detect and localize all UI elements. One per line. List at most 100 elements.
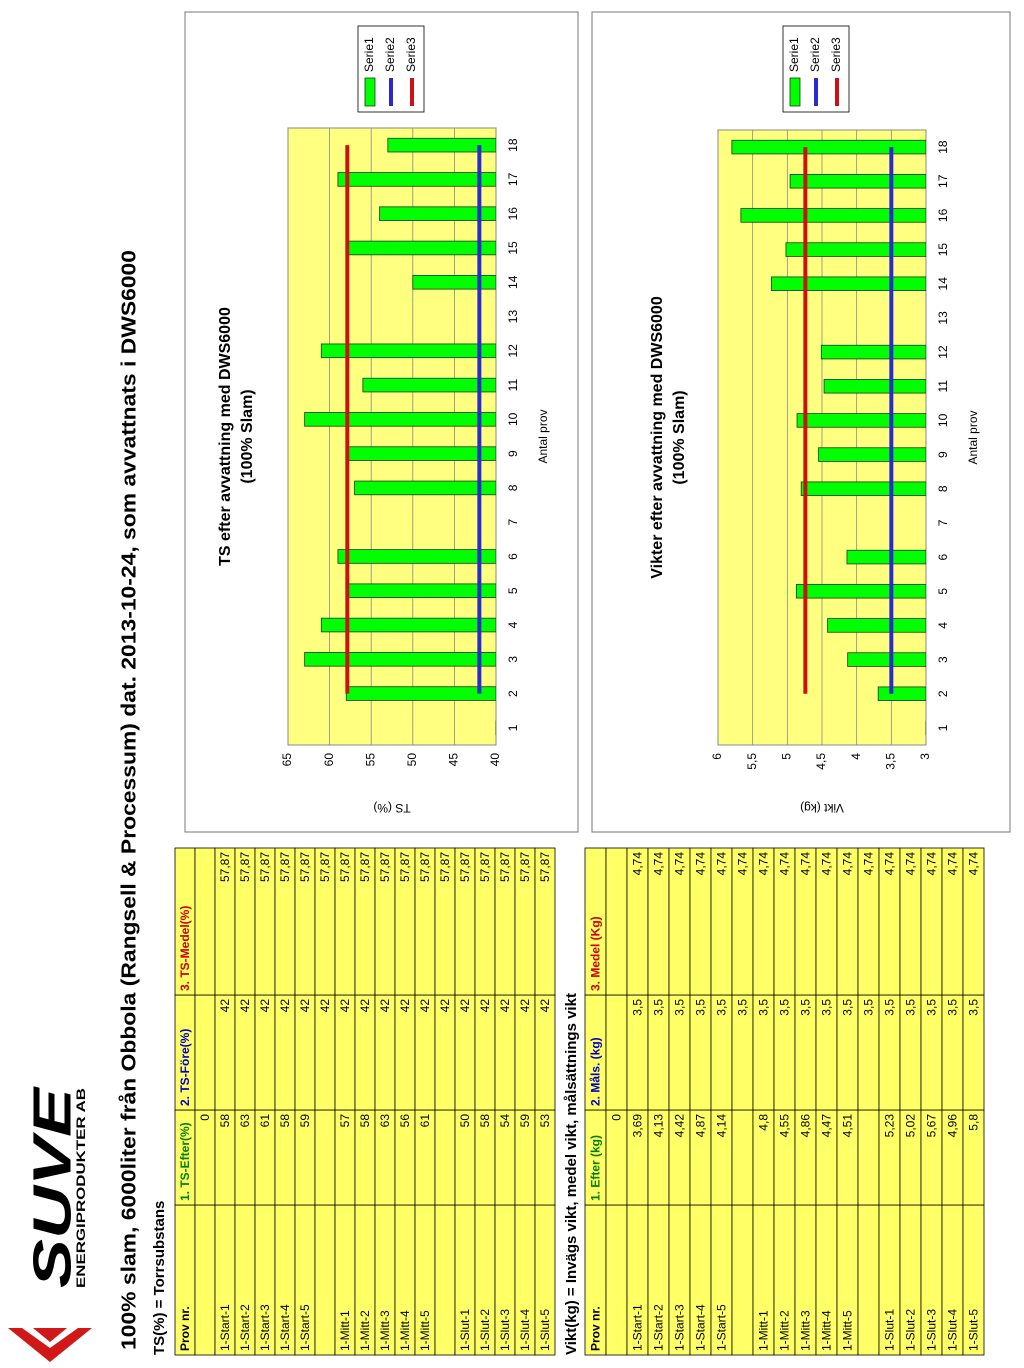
table-header: 2. Måls. (kg): [589, 1037, 603, 1106]
chart-title: Vikter efter avvattning med DWS6000: [649, 296, 666, 579]
table-value: 1-Slut-1: [883, 1309, 897, 1351]
x-tick-label: 7: [936, 519, 950, 526]
table-value: 42: [298, 999, 312, 1013]
table-value: 4,74: [757, 852, 771, 876]
table-value: 58: [478, 1114, 492, 1128]
bar: [412, 274, 496, 290]
x-tick-label: 1: [936, 724, 950, 731]
table-value: 4,74: [820, 852, 834, 876]
table-value: 3,5: [883, 999, 897, 1016]
bar: [304, 412, 496, 427]
bar: [740, 208, 926, 223]
x-tick-label: 12: [506, 344, 520, 358]
table-value: 1-Mitt-2: [778, 1310, 792, 1351]
table-value: 57,87: [518, 852, 532, 882]
table-value: 1-Start-2: [652, 1304, 666, 1351]
table-value: 57,87: [498, 852, 512, 882]
legend-label: Serie2: [808, 37, 822, 72]
x-axis-label: Antal prov: [536, 409, 550, 463]
table-header: 3. Medel (Kg): [589, 916, 603, 991]
x-tick-label: 2: [506, 690, 520, 697]
y-tick-label: 45: [447, 753, 461, 767]
table-value: 1-Slut-4: [518, 1309, 532, 1351]
bar: [789, 174, 926, 189]
table-value: 1-Mitt-5: [418, 1310, 432, 1351]
table-value: 1-Mitt-1: [757, 1310, 771, 1351]
y-tick-label: 55: [363, 753, 377, 767]
table-value: 3,5: [904, 999, 918, 1016]
table-cell: [605, 1204, 628, 1356]
table-value: 57,87: [378, 852, 392, 882]
table-value: 3,5: [736, 999, 750, 1016]
table-value: 4,74: [883, 852, 897, 876]
table-value: 57,87: [458, 852, 472, 882]
table-value: 42: [458, 999, 472, 1013]
table-value: 42: [378, 999, 392, 1013]
table-cell: [194, 1204, 216, 1356]
table-value: 4,74: [799, 852, 813, 876]
chart-title: TS efter avvattning med DWS6000: [217, 307, 234, 566]
bar: [796, 413, 926, 428]
table-value: 1-Mitt-2: [358, 1310, 372, 1351]
table-value: 4,47: [820, 1114, 834, 1138]
bar: [731, 139, 926, 155]
x-tick-label: 4: [506, 621, 520, 628]
table-value: 63: [378, 1114, 392, 1128]
y-tick-label: 5: [780, 753, 794, 760]
logo-name: SUVE: [22, 1085, 82, 1288]
logo-chevron-inner: [33, 1328, 67, 1342]
table-value: 5,02: [904, 1114, 918, 1138]
table-value: 42: [318, 999, 332, 1013]
table-value: 42: [238, 999, 252, 1013]
table-value: 42: [478, 999, 492, 1013]
table-value: 42: [498, 999, 512, 1013]
x-tick-label: 18: [506, 138, 520, 152]
table-value: 57,87: [538, 852, 552, 882]
bar: [827, 618, 926, 633]
y-tick-label: 4: [849, 753, 863, 760]
table-value: 3,5: [946, 999, 960, 1016]
table-value: 1-Mitt-5: [841, 1310, 855, 1351]
y-tick-label: 5,5: [745, 753, 759, 770]
x-tick-label: 7: [506, 519, 520, 526]
table-value: 1-Start-2: [238, 1304, 252, 1351]
x-tick-label: 2: [936, 690, 950, 697]
table-value: 1-Start-5: [298, 1304, 312, 1351]
y-tick-label: 4,5: [814, 753, 828, 770]
bar: [345, 686, 496, 701]
x-tick-label: 3: [936, 656, 950, 663]
table-value: 57,87: [338, 852, 352, 882]
table-value: 4,74: [673, 852, 687, 876]
table-value: 4,8: [757, 1114, 771, 1131]
table-value: 4,74: [631, 852, 645, 876]
bar: [337, 172, 496, 187]
table-value: 1-Slut-4: [946, 1309, 960, 1351]
x-tick-label: 9: [506, 450, 520, 457]
bar: [795, 584, 926, 599]
page-title: 100% slam, 6000liter från Obbola (Rangse…: [117, 250, 140, 1350]
table-value: 4,74: [946, 852, 960, 876]
table-cell: [194, 994, 216, 1111]
x-tick-label: 5: [506, 587, 520, 594]
table-value: 57,87: [218, 852, 232, 882]
table-value: 3,5: [841, 999, 855, 1016]
table-value: 3,5: [778, 999, 792, 1016]
table-value: 63: [238, 1114, 252, 1128]
table-value: 1-Start-3: [258, 1304, 272, 1351]
x-tick-label: 17: [936, 174, 950, 188]
table-value: 3,5: [799, 999, 813, 1016]
x-tick-label: 11: [936, 380, 950, 393]
table-value: 1-Start-5: [715, 1304, 729, 1351]
x-tick-label: 3: [506, 656, 520, 663]
y-axis-label: TS (%): [373, 801, 410, 815]
table-value: 53: [538, 1114, 552, 1128]
chart-subtitle: (100% Slam): [671, 390, 688, 484]
chart-subtitle: (100% Slam): [239, 389, 256, 483]
table-value: 57,87: [238, 852, 252, 882]
table-value: 4,87: [694, 1114, 708, 1138]
table-value: 1-Mitt-3: [378, 1310, 392, 1351]
legend-label: Serie3: [829, 37, 843, 72]
table-value: 5,23: [883, 1114, 897, 1138]
series-layer: [304, 137, 496, 736]
table-value: 4,13: [652, 1114, 666, 1138]
